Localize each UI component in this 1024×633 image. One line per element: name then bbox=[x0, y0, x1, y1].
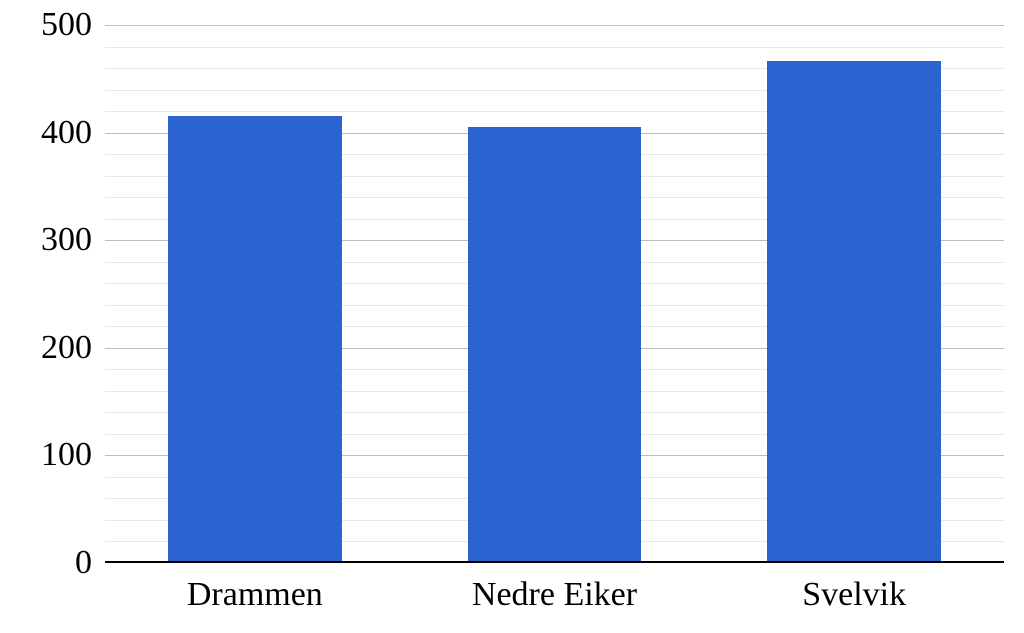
bars-group bbox=[105, 25, 1004, 563]
bar-chart: 0 100 200 300 400 500 Drammen Nedre Eiker Svelv… bbox=[10, 10, 1014, 623]
y-tick-label: 300 bbox=[41, 223, 92, 257]
bar bbox=[168, 116, 342, 563]
y-tick-label: 500 bbox=[41, 8, 92, 42]
y-axis-labels: 0 100 200 300 400 500 bbox=[10, 10, 100, 623]
y-tick-label: 200 bbox=[41, 331, 92, 365]
bar bbox=[767, 61, 941, 563]
x-axis-labels: Drammen Nedre Eiker Svelvik bbox=[105, 568, 1004, 623]
plot-area bbox=[105, 25, 1004, 563]
x-tick-label: Svelvik bbox=[802, 576, 906, 614]
bar bbox=[468, 127, 642, 563]
x-tick-label: Nedre Eiker bbox=[472, 576, 637, 614]
y-tick-label: 100 bbox=[41, 438, 92, 472]
x-axis-line bbox=[105, 561, 1004, 563]
y-tick-label: 0 bbox=[75, 546, 92, 580]
x-tick-label: Drammen bbox=[187, 576, 323, 614]
y-tick-label: 400 bbox=[41, 116, 92, 150]
